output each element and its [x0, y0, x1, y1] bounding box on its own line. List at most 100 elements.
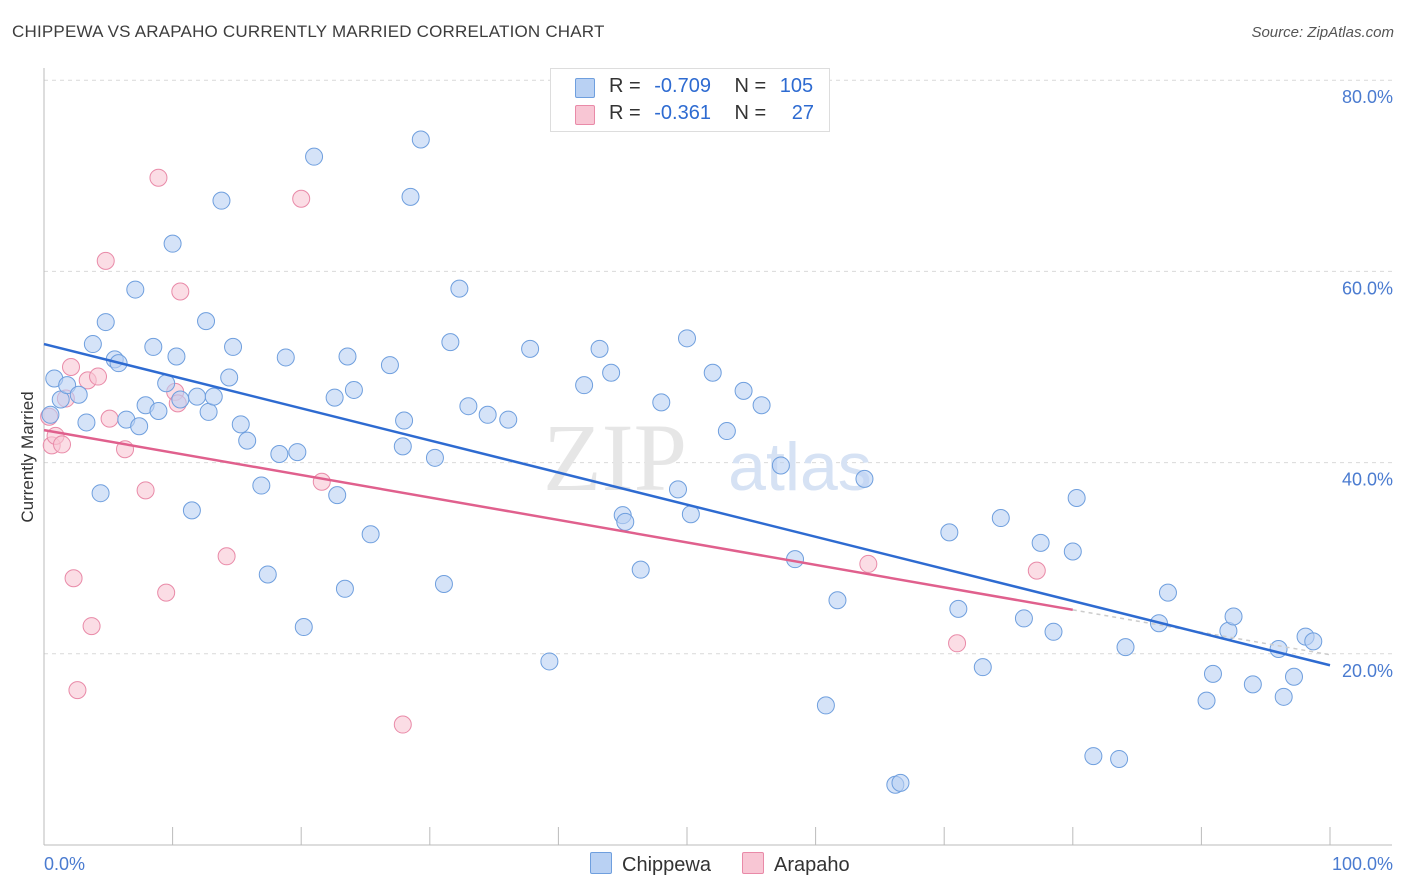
- chippewa-point: [1158, 583, 1177, 602]
- arapaho-point: [68, 681, 87, 700]
- chippewa-point: [752, 396, 771, 415]
- chippewa-point: [144, 337, 163, 356]
- chippewa-point: [126, 280, 145, 299]
- chippewa-point: [288, 443, 307, 462]
- chippewa-points: [41, 130, 1323, 794]
- legend-n-label: N =: [734, 75, 767, 97]
- chippewa-point: [1044, 622, 1063, 641]
- chippewa-point: [395, 411, 414, 430]
- legend-n-label: N =: [734, 102, 767, 124]
- chippewa-point: [478, 405, 497, 424]
- bottom-legend-chippewa[interactable]: Chippewa: [590, 852, 711, 877]
- grid-lines: [44, 79, 1392, 655]
- correlation-legend: R = -0.709 N = 105 R = -0.361 N = 27: [550, 68, 830, 132]
- legend-r-label: R =: [609, 75, 641, 97]
- arapaho-point: [217, 547, 236, 566]
- chippewa-point: [1110, 749, 1129, 768]
- chippewa-point: [717, 422, 736, 441]
- chippewa-point: [891, 773, 910, 792]
- chippewa-point: [335, 579, 354, 598]
- y-tick-label: 80.0%: [1342, 87, 1393, 107]
- chippewa-point: [1243, 675, 1262, 694]
- chippewa-point: [499, 410, 518, 429]
- chippewa-point: [305, 147, 324, 166]
- chippewa-point: [521, 339, 540, 358]
- chippewa-point: [171, 390, 190, 409]
- chippewa-point: [425, 448, 444, 467]
- chippewa-legend-swatch: [590, 852, 612, 874]
- chippewa-point: [652, 393, 671, 412]
- chippewa-point: [540, 652, 559, 671]
- tick-labels: 20.0% 40.0% 60.0% 80.0% 0.0% 100.0%: [44, 87, 1393, 874]
- chippewa-point: [224, 337, 243, 356]
- arapaho-point: [149, 168, 168, 187]
- chippewa-point: [434, 575, 453, 594]
- chippewa-point: [258, 565, 277, 584]
- trend-lines: [43, 342, 1331, 667]
- chippewa-point: [149, 401, 168, 420]
- watermark-atlas: atlas: [728, 429, 872, 505]
- chippewa-point: [771, 456, 790, 475]
- arapaho-point: [64, 569, 83, 588]
- arapaho-point: [96, 251, 115, 270]
- arapaho-trend-line: [43, 428, 1074, 612]
- chippewa-point: [294, 618, 313, 637]
- arapaho-point: [171, 282, 190, 301]
- chippewa-legend-label: Chippewa: [622, 854, 711, 876]
- axes: [43, 68, 1392, 846]
- chippewa-point: [940, 523, 959, 542]
- chippewa-point: [204, 387, 223, 406]
- chippewa-point: [411, 130, 430, 149]
- arapaho-point: [62, 358, 81, 376]
- chippewa-point: [1014, 609, 1033, 628]
- arapaho-point: [157, 583, 176, 602]
- chippewa-point: [678, 329, 696, 348]
- chippewa-point: [459, 397, 478, 416]
- chippewa-point: [270, 444, 289, 463]
- bottom-legend-arapaho[interactable]: Arapaho: [742, 852, 850, 877]
- chippewa-point: [631, 560, 650, 579]
- arapaho-points: [40, 168, 1046, 734]
- chippewa-point: [163, 234, 182, 253]
- chippewa-point: [828, 591, 847, 610]
- legend-n-value: 105: [779, 75, 814, 97]
- arapaho-legend-label: Arapaho: [774, 854, 850, 876]
- source-label: Source: ZipAtlas.com: [1251, 24, 1394, 41]
- chippewa-point: [167, 347, 186, 366]
- chippewa-point: [197, 312, 216, 331]
- chippewa-point: [238, 431, 257, 450]
- chippewa-point: [182, 501, 201, 520]
- chippewa-point: [96, 313, 115, 332]
- chippewa-point: [1067, 488, 1086, 507]
- chippewa-point: [344, 380, 363, 399]
- chippewa-swatch: [575, 78, 595, 98]
- chippewa-point: [1304, 632, 1323, 651]
- chippewa-point: [1116, 638, 1135, 657]
- chippewa-point: [328, 486, 347, 505]
- arapaho-point: [312, 472, 331, 491]
- chippewa-point: [199, 402, 218, 421]
- legend-r-label: R =: [609, 102, 641, 124]
- chippewa-point: [816, 696, 835, 715]
- legend-r-value: -0.361: [654, 102, 711, 124]
- chippewa-point: [668, 480, 687, 499]
- x-tick-label: 100.0%: [1332, 854, 1393, 874]
- chippewa-point: [1063, 542, 1082, 561]
- arapaho-point: [1027, 561, 1046, 580]
- chippewa-point: [401, 187, 420, 206]
- chippewa-point: [973, 658, 992, 677]
- chippewa-point: [252, 476, 271, 495]
- watermark: ZIP atlas: [543, 404, 872, 511]
- arapaho-legend-swatch: [742, 852, 764, 874]
- chippewa-point: [338, 347, 357, 366]
- arapaho-swatch: [575, 105, 595, 125]
- chippewa-point: [188, 387, 207, 406]
- arapaho-point: [393, 715, 412, 734]
- y-tick-label: 60.0%: [1342, 278, 1393, 298]
- arapaho-point: [89, 367, 108, 386]
- chippewa-point: [1284, 667, 1303, 686]
- chippewa-point: [949, 599, 968, 618]
- chippewa-point: [58, 376, 77, 395]
- chippewa-point: [441, 333, 460, 352]
